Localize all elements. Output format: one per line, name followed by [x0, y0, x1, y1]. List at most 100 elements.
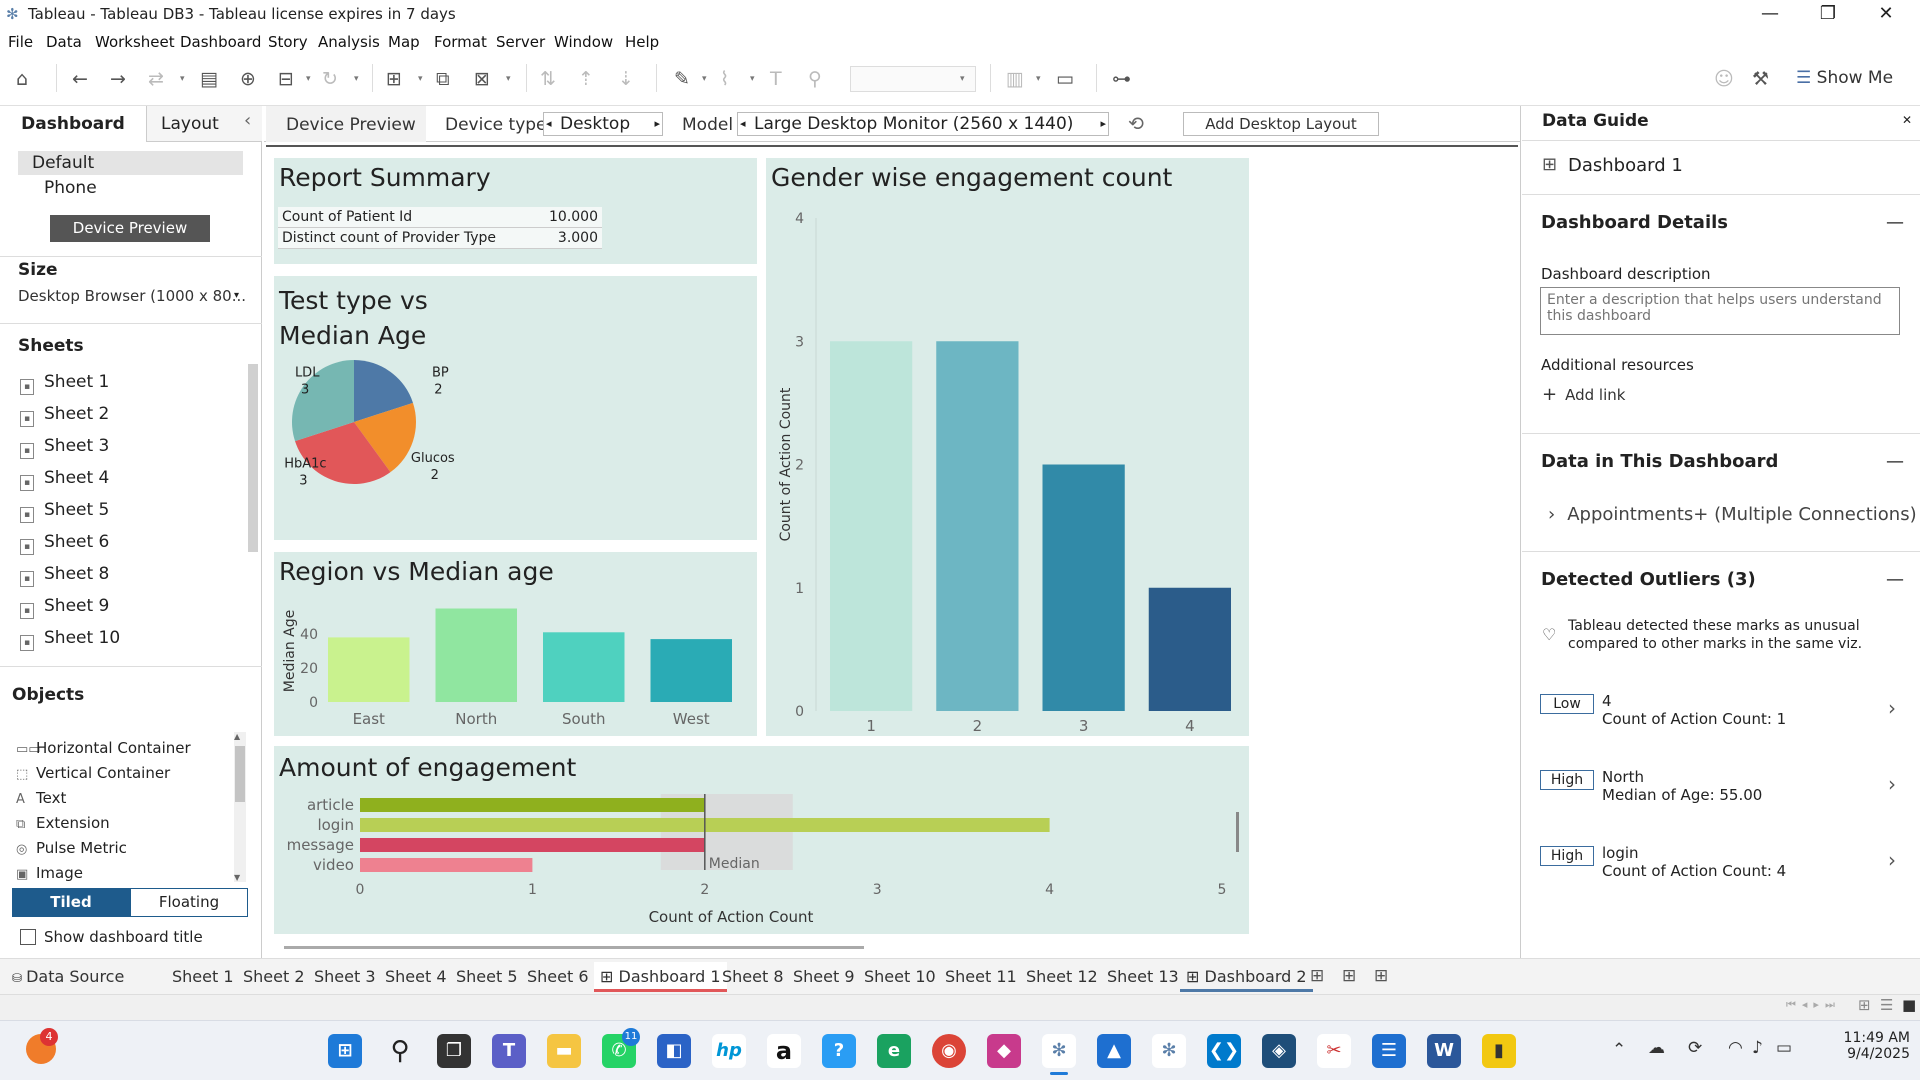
show-cards-icon[interactable]: ▥ — [1006, 68, 1024, 90]
sheet-item[interactable]: ▪ Sheet 1 — [20, 372, 109, 395]
menu-data[interactable]: Data — [46, 33, 82, 51]
powerbi-icon[interactable]: ▮ — [1482, 1034, 1516, 1068]
sheet-tab[interactable]: ⊞ Dashboard 1 — [594, 962, 727, 992]
tab-navigation-icon[interactable]: ⏮◂▸⏭ — [1786, 998, 1841, 1011]
share-icon[interactable]: ⊶ — [1112, 68, 1131, 90]
show-me-button[interactable]: ☰ Show Me — [1796, 68, 1893, 88]
chevron-down-icon[interactable]: ▾ — [702, 74, 707, 84]
volume-icon[interactable]: ♪ — [1752, 1038, 1763, 1058]
sheet-tab[interactable]: Sheet 8 — [716, 962, 790, 992]
menu-story[interactable]: Story — [268, 33, 308, 51]
object-vertical-container[interactable]: ⬚ Vertical Container — [16, 764, 170, 782]
sheet-tab[interactable]: Sheet 12 — [1020, 962, 1104, 992]
vscode-icon[interactable]: ❮❯ — [1207, 1034, 1241, 1068]
labels-icon[interactable]: T — [770, 68, 782, 90]
object-extension[interactable]: ⧉ Extension — [16, 814, 110, 832]
teams-icon[interactable]: T — [492, 1034, 526, 1068]
sheet-tab[interactable]: Sheet 5 — [450, 962, 524, 992]
clear-sheet-icon[interactable]: ⊠ — [474, 68, 490, 90]
sheet-item[interactable]: ▪ Sheet 4 — [20, 468, 109, 491]
collapse-section-icon[interactable]: — — [1886, 212, 1904, 233]
floating-toggle[interactable]: Floating — [130, 888, 248, 917]
tiled-toggle[interactable]: Tiled — [12, 888, 130, 917]
file-explorer-icon[interactable]: ▬ — [547, 1034, 581, 1068]
menu-file[interactable]: File — [8, 33, 34, 51]
start-icon[interactable]: ⊞ — [328, 1034, 362, 1068]
swap-icon[interactable]: ⇅ — [540, 68, 556, 90]
data-source-item[interactable]: › Appointments+ (Multiple Connections) — [1548, 504, 1917, 525]
close-window-button[interactable]: ✕ — [1878, 3, 1894, 24]
notepad-icon[interactable]: ☰ — [1372, 1034, 1406, 1068]
menu-help[interactable]: Help — [625, 33, 660, 51]
chevron-down-icon[interactable]: ▾ — [1036, 74, 1041, 84]
model-select[interactable]: ◂ Large Desktop Monitor (2560 x 1440) ▸ — [737, 112, 1109, 136]
chevron-left-icon[interactable]: ◂ — [546, 117, 552, 130]
engagement-chart[interactable]: article login message video Median 0 1 2 3 4 5 Coun… — [274, 790, 1249, 934]
chevron-down-icon[interactable]: ▾ — [418, 74, 423, 84]
fix-axes-icon[interactable]: ⚲ — [808, 68, 822, 90]
new-story-icon[interactable]: ⊞ — [1374, 966, 1389, 986]
wifi-icon[interactable]: ◠ — [1728, 1038, 1743, 1058]
tableau-icon[interactable]: ✻ — [1042, 1034, 1076, 1068]
scroll-up-icon[interactable]: ▲ — [234, 732, 241, 741]
collapse-section-icon[interactable]: — — [1886, 451, 1904, 472]
snipping-icon[interactable]: ✂ — [1317, 1034, 1351, 1068]
outlier-item[interactable]: High North Median of Age: 55.00 › — [1540, 766, 1910, 816]
menu-dashboard[interactable]: Dashboard — [180, 33, 262, 51]
sheet-tab[interactable]: Sheet 2 — [237, 962, 311, 992]
search-icon[interactable]: ⚲ — [390, 1036, 410, 1066]
pie-chart[interactable]: BP 2 Glucose 2 HbA1c 3 LDL 3 — [274, 350, 454, 530]
zone-resize-handle[interactable] — [1236, 812, 1239, 852]
amazon-icon[interactable]: a — [767, 1034, 801, 1068]
sheet-tab[interactable]: ⊞ Dashboard 2 — [1180, 962, 1313, 992]
scroll-down-icon[interactable]: ▼ — [234, 873, 241, 882]
tableau-prep-icon[interactable]: ✻ — [1152, 1034, 1186, 1068]
show-title-checkbox[interactable] — [20, 929, 36, 945]
collapse-panel-icon[interactable]: ‹ — [244, 110, 252, 131]
show-tabs-icon[interactable]: ☰ — [1880, 996, 1894, 1014]
sheet-item[interactable]: ▪ Sheet 5 — [20, 500, 109, 523]
cloud-icon[interactable]: ☁ — [1648, 1038, 1665, 1058]
helper-icon[interactable]: ? — [822, 1034, 856, 1068]
sheet-item[interactable]: ▪ Sheet 6 — [20, 532, 109, 555]
pause-updates-icon[interactable]: ⊟ — [278, 68, 294, 90]
size-dropdown[interactable]: Desktop Browser (1000 x 80... — [18, 287, 247, 305]
sheet-item[interactable]: ▪ Sheet 9 — [20, 596, 109, 619]
sheet-tab[interactable]: Sheet 11 — [939, 962, 1023, 992]
objects-scrollbar[interactable]: ▲ ▼ — [234, 732, 246, 882]
tab-layout[interactable]: Layout — [146, 106, 262, 142]
device-default[interactable]: Default — [18, 151, 243, 175]
sheet-tab[interactable]: Sheet 6 — [521, 962, 595, 992]
device-preview-button[interactable]: Device Preview — [50, 215, 210, 242]
chrome-icon[interactable]: ◉ — [932, 1034, 966, 1068]
sql-icon[interactable]: ◈ — [1262, 1034, 1296, 1068]
sheet-item[interactable]: ▪ Sheet 10 — [20, 628, 120, 651]
sheet-tab[interactable]: Sheet 10 — [858, 962, 942, 992]
sheet-item[interactable]: ▪ Sheet 3 — [20, 436, 109, 459]
paint-brush-icon[interactable]: ⚒ — [1752, 68, 1770, 90]
gender-chart[interactable]: Count of Action Count 4 3 2 1 0 1 2 3 4 — [766, 200, 1249, 736]
chevron-down-icon[interactable]: ▾ — [750, 74, 755, 84]
object-pulse-metric[interactable]: ◎ Pulse Metric — [16, 839, 127, 857]
tab-dashboard[interactable]: Dashboard — [0, 106, 146, 142]
restore-button[interactable]: ❐ — [1819, 3, 1837, 24]
chevron-down-icon[interactable]: ▾ — [506, 74, 511, 84]
replace-data-icon[interactable]: ⇄ — [148, 68, 164, 90]
chevron-up-icon[interactable]: ⌃ — [1612, 1040, 1627, 1060]
sheet-tab[interactable]: Sheet 13 — [1101, 962, 1185, 992]
duplicate-icon[interactable]: ⧉ — [436, 68, 450, 90]
object-image[interactable]: ▣ Image — [16, 864, 83, 882]
scroll-thumb[interactable] — [235, 746, 245, 802]
sheet-tab[interactable]: Sheet 9 — [787, 962, 861, 992]
new-dashboard-icon[interactable]: ⊞ — [1342, 966, 1357, 986]
object-text[interactable]: A Text — [16, 789, 66, 807]
chevron-right-icon[interactable]: ▸ — [654, 117, 660, 130]
add-link-button[interactable]: + Add link — [1542, 384, 1625, 405]
chevron-down-icon[interactable]: ▾ — [234, 290, 240, 301]
menu-window[interactable]: Window — [554, 33, 614, 51]
object-horizontal-container[interactable]: ▭▭Horizontal Container — [16, 739, 191, 757]
sheet-tab[interactable]: Sheet 1 — [166, 962, 240, 992]
agent-icon[interactable]: ☺ — [1714, 68, 1734, 90]
description-input[interactable] — [1540, 287, 1900, 335]
new-datasource-icon[interactable]: ⊕ — [240, 68, 256, 90]
